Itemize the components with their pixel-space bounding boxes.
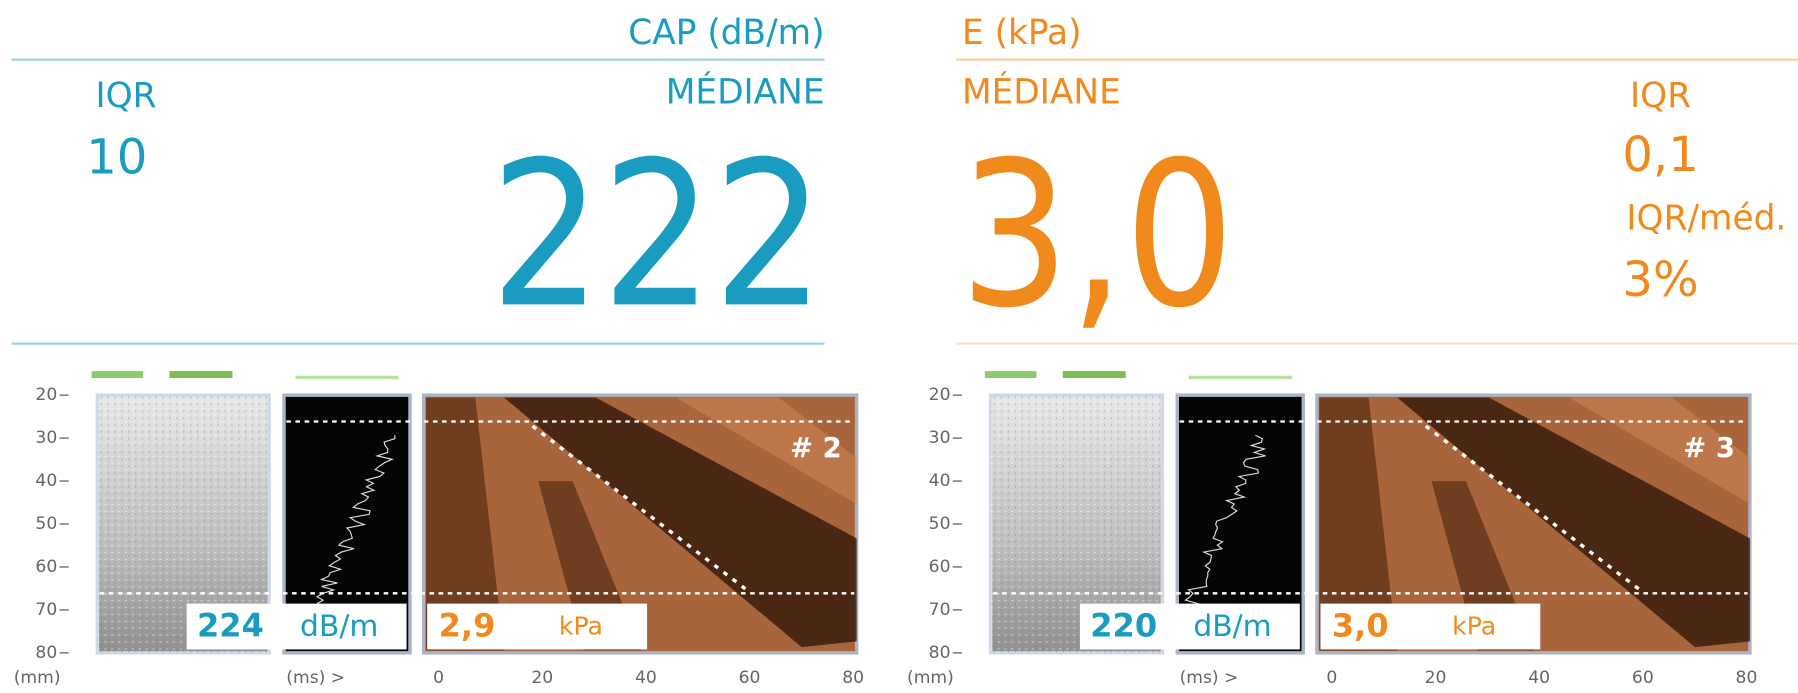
depth-unit: (mm) xyxy=(14,668,61,688)
cap-unit: dB/m xyxy=(300,609,378,644)
time-tick-label: 20 xyxy=(1425,668,1447,688)
depth-tick-label: 60 xyxy=(35,557,57,577)
time-tick-label: 40 xyxy=(1528,668,1550,688)
quality-bar xyxy=(1063,371,1126,378)
time-unit: (ms) > xyxy=(286,668,345,688)
e-value: 2,9 xyxy=(439,607,496,645)
cap-value: 220 xyxy=(1090,607,1157,645)
time-tick-label: 80 xyxy=(1736,668,1758,688)
time-tick-label: 0 xyxy=(1326,668,1337,688)
measurement-panel: 20 30 40 50 60 70 80 # 3 220 dB/m 3,0 kPa (mm) (ms) >… xyxy=(907,371,1757,688)
e-value: 3,0 xyxy=(1332,607,1389,645)
depth-tick-label: 40 xyxy=(929,471,951,491)
time-tick-label: 40 xyxy=(635,668,657,688)
e-ratio-label: IQR/méd. xyxy=(1626,198,1786,238)
depth-tick-label: 40 xyxy=(35,471,57,491)
acquisition-label: # 3 xyxy=(1683,432,1735,464)
depth-tick-label: 80 xyxy=(35,643,57,663)
depth-tick-label: 50 xyxy=(35,514,57,534)
depth-tick-label: 80 xyxy=(929,643,951,663)
acquisition-label: # 2 xyxy=(790,432,842,464)
depth-tick-label: 20 xyxy=(929,385,951,405)
quality-bar xyxy=(92,371,144,378)
e-unit: kPa xyxy=(1452,612,1496,641)
e-median: 3,0 xyxy=(960,119,1235,352)
e-ratio: 3% xyxy=(1622,252,1698,308)
e-unit: kPa xyxy=(559,612,603,641)
time-tick-label: 80 xyxy=(842,668,864,688)
cap-value: 224 xyxy=(197,607,264,645)
depth-tick-label: 30 xyxy=(929,428,951,448)
quality-bar xyxy=(295,376,398,379)
e-median-label: MÉDIANE xyxy=(962,71,1121,112)
e-iqr-label: IQR xyxy=(1630,76,1691,116)
depth-tick-label: 20 xyxy=(35,385,57,405)
depth-tick-label: 50 xyxy=(929,514,951,534)
quality-bar xyxy=(985,371,1037,378)
time-tick-label: 60 xyxy=(1632,668,1654,688)
cap-median-label: MÉDIANE xyxy=(666,71,825,112)
cap-iqr-label: IQR xyxy=(95,76,156,116)
time-tick-label: 60 xyxy=(739,668,761,688)
page: CAP (dB/m) E (kPa) IQR 10 MÉDIANE 222 MÉ… xyxy=(0,0,1798,693)
measurement-panel: 20 30 40 50 60 70 80 # 2 224 dB/m 2,9 kPa (mm) (ms) >… xyxy=(14,371,864,688)
time-tick-label: 0 xyxy=(433,668,444,688)
depth-tick-label: 70 xyxy=(35,600,57,620)
depth-tick-label: 70 xyxy=(929,600,951,620)
e-title: E (kPa) xyxy=(962,13,1082,53)
time-tick-label: 20 xyxy=(531,668,553,688)
time-unit: (ms) > xyxy=(1180,668,1239,688)
e-iqr: 0,1 xyxy=(1622,127,1698,183)
cap-title: CAP (dB/m) xyxy=(628,13,824,53)
depth-unit: (mm) xyxy=(907,668,954,688)
depth-tick-label: 30 xyxy=(35,428,57,448)
cap-unit: dB/m xyxy=(1193,609,1271,644)
cap-median: 222 xyxy=(490,119,824,352)
depth-tick-label: 60 xyxy=(929,557,951,577)
quality-bar xyxy=(169,371,232,378)
cap-iqr: 10 xyxy=(86,129,147,185)
screen: CAP (dB/m) E (kPa) IQR 10 MÉDIANE 222 MÉ… xyxy=(0,0,1798,693)
quality-bar xyxy=(1189,376,1292,379)
